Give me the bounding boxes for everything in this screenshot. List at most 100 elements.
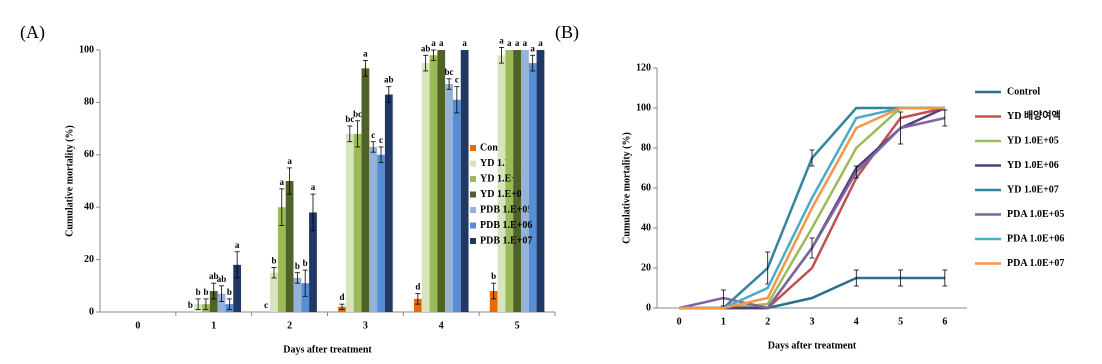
bar: [505, 50, 514, 312]
y-tick-label: 60: [84, 149, 94, 160]
bar: [536, 50, 545, 312]
bar: [421, 63, 430, 312]
bar: [528, 63, 537, 312]
bar: [277, 207, 286, 312]
bar: [345, 133, 354, 312]
x-axis-label: Days after treatment: [283, 344, 372, 355]
significance-letter: b: [271, 256, 276, 266]
significance-letter: b: [203, 287, 208, 297]
legend-label: PDA 1.0E+06: [1007, 233, 1064, 244]
legend-swatch: [470, 238, 476, 244]
significance-letter: a: [287, 156, 292, 166]
legend-label: YD 1.E+06: [480, 173, 527, 184]
legend-swatch: [470, 222, 476, 229]
y-tick-label: 60: [641, 182, 651, 193]
bar: [489, 291, 498, 312]
bar: [497, 55, 506, 313]
bar: [513, 50, 521, 312]
y-tick-label: 80: [641, 142, 651, 153]
bar: [445, 84, 453, 312]
x-tick-label: 2: [287, 320, 292, 331]
legend-label: PDA 1.0E+07: [1007, 258, 1064, 269]
bar: [361, 68, 370, 312]
significance-letter: a: [530, 43, 535, 53]
legend-label: Control: [1007, 86, 1040, 97]
significance-letter: d: [340, 292, 345, 302]
line: [678, 116, 946, 310]
bar: [285, 181, 294, 312]
significance-letter: ab: [421, 43, 431, 53]
significance-letter: b: [295, 261, 300, 271]
bar: [293, 277, 302, 312]
y-tick-label: 120: [636, 62, 651, 73]
bar: [270, 272, 278, 312]
significance-letter: ab: [209, 271, 219, 281]
y-tick-label: 100: [79, 44, 94, 55]
significance-letter: a: [523, 38, 528, 48]
significance-letter: ab: [384, 75, 394, 85]
x-tick-label: 0: [135, 320, 140, 331]
bar: [369, 146, 378, 312]
line: [679, 106, 945, 310]
x-tick-label: 1: [721, 316, 726, 327]
significance-letter: b: [491, 271, 496, 281]
significance-letter: a: [515, 38, 520, 48]
bar: [309, 212, 317, 312]
significance-letter: c: [264, 300, 268, 310]
y-axis-label: Cumulative mortality (%): [64, 125, 75, 237]
legend-swatch: [470, 191, 476, 198]
y-tick-label: 80: [84, 97, 94, 108]
bar: [209, 291, 218, 312]
significance-letter: a: [462, 38, 467, 48]
significance-letter: b: [303, 258, 308, 268]
significance-letter: b: [227, 287, 232, 297]
x-tick-label: 6: [942, 316, 947, 327]
x-tick-label: 2: [765, 316, 770, 327]
x-tick-label: 5: [515, 320, 520, 331]
y-tick-label: 0: [89, 306, 94, 317]
bar: [460, 50, 469, 312]
significance-letter: a: [235, 240, 240, 250]
x-tick-label: 4: [439, 320, 444, 331]
significance-letter: a: [431, 38, 436, 48]
significance-letter: c: [371, 130, 375, 140]
legend-swatch: [470, 176, 476, 182]
legend-label: PDB 1.E+05: [480, 204, 532, 215]
significance-letter: d: [415, 282, 420, 292]
significance-letter: bc: [345, 114, 354, 124]
significance-letter: b: [188, 300, 193, 310]
legend-label: Control: [480, 142, 513, 153]
legend-label: PDB 1.E+06: [480, 220, 532, 231]
bar: [384, 94, 393, 312]
bar: [437, 50, 446, 312]
significance-letter: c: [455, 75, 459, 85]
legend-label: YD 배양여액: [1007, 109, 1061, 122]
significance-letter: b: [196, 287, 201, 297]
legend-label: YD 1.0E+06: [1007, 160, 1059, 171]
significance-letter: a: [439, 38, 444, 48]
significance-letter: a: [507, 38, 512, 48]
panel-label: (B): [555, 22, 579, 43]
bar: [353, 133, 362, 312]
y-tick-label: 20: [84, 254, 94, 265]
legend-label: PDA 1.0E+05: [1007, 209, 1064, 220]
significance-letter: bc: [445, 67, 454, 77]
panel-label: (A): [20, 22, 45, 43]
bar: [413, 298, 422, 312]
legend-swatch: [470, 145, 476, 151]
legend-label: YD 1.0E+07: [1007, 184, 1059, 195]
y-tick-label: 40: [84, 201, 94, 212]
significance-letter: a: [363, 49, 368, 59]
legend-label: PDB 1.E+07: [480, 235, 532, 246]
significance-letter: a: [311, 182, 316, 192]
y-tick-label: 0: [646, 302, 651, 313]
bar: [233, 264, 242, 312]
significance-letter: c: [379, 135, 383, 145]
x-tick-label: 3: [363, 320, 368, 331]
legend-label: YD 1.E+07: [480, 189, 527, 200]
bar: [520, 50, 529, 312]
y-axis-label: Cumulative mortality (%): [621, 132, 632, 244]
bar: [452, 99, 461, 312]
significance-letter: a: [280, 177, 285, 187]
